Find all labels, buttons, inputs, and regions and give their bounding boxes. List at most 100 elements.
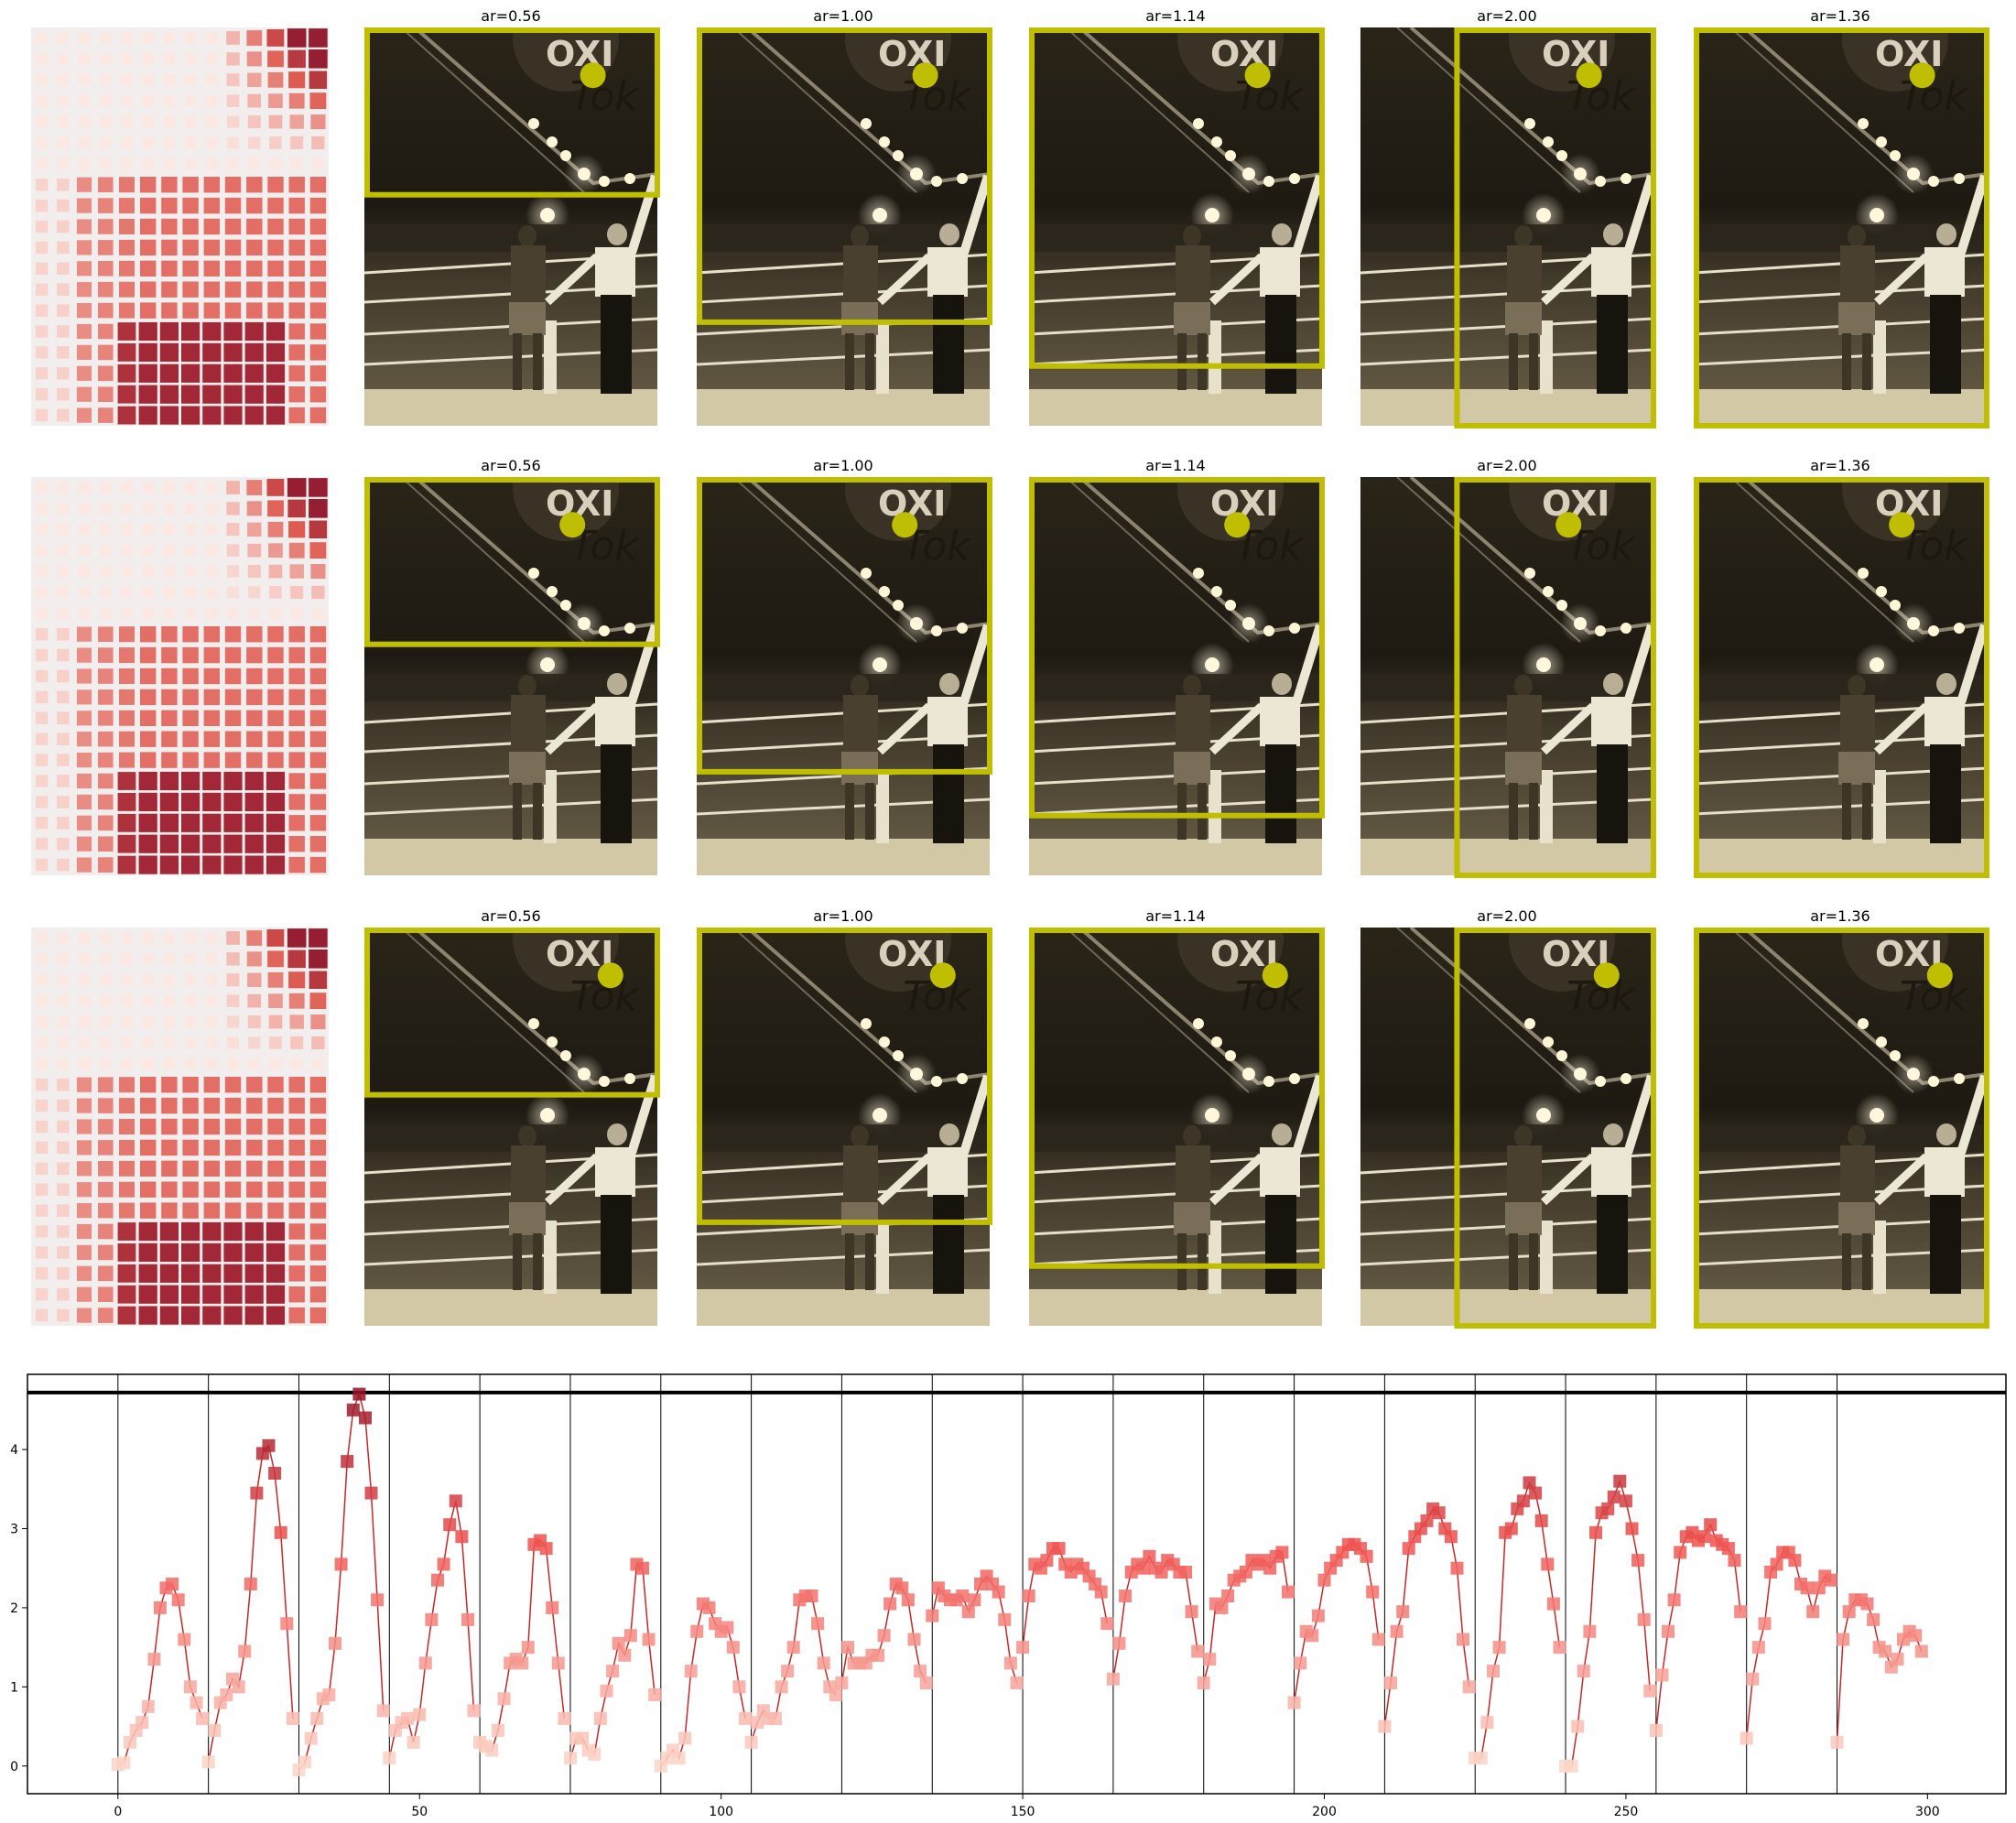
heatmap-cell (287, 949, 306, 969)
heatmap-cell (206, 94, 218, 107)
heatmap-cell (182, 177, 199, 193)
data-point (1800, 1581, 1814, 1595)
heatmap-cell (117, 793, 136, 811)
heatmap-cell (288, 302, 305, 319)
heatmap-cell (290, 1036, 304, 1049)
data-point (418, 1656, 432, 1670)
heatmap-cell (138, 1221, 157, 1242)
heatmap-cell (57, 503, 70, 515)
heatmap-cell (203, 197, 220, 214)
heatmap-cell (203, 1160, 220, 1177)
heatmap-cell (181, 364, 201, 383)
heatmap-cell (35, 283, 49, 296)
heatmap-cell (288, 1118, 305, 1135)
heatmap-cell (76, 836, 92, 852)
heatmap-cell (98, 731, 114, 747)
heatmap-cell (57, 627, 70, 641)
heatmap-cell (76, 753, 92, 768)
heatmap-cell (57, 157, 70, 170)
heatmap-cell (312, 607, 324, 620)
heatmap-cell (309, 260, 327, 277)
panel-title: ar=1.14 (1145, 7, 1205, 25)
heatmap-cell (117, 813, 136, 832)
heatmap-cell (268, 543, 283, 558)
heatmap-cell (224, 752, 242, 768)
heatmap-cell (159, 364, 179, 383)
crop-box (1029, 27, 1325, 369)
heatmap-cell (310, 564, 326, 580)
heatmap-cell (309, 218, 327, 235)
data-point (672, 1752, 686, 1765)
heatmap-cell (78, 1015, 91, 1028)
heatmap-cell (184, 565, 197, 578)
series-segment (1830, 1593, 1928, 1749)
crop-panel: ar=2.00 (1360, 907, 1657, 1329)
heatmap-cell (159, 792, 179, 811)
heatmap-cell (203, 260, 220, 277)
heatmap-cell (121, 115, 133, 128)
heatmap-cell (142, 32, 154, 44)
heatmap-cell (309, 731, 327, 747)
heatmap-cell (36, 607, 48, 620)
heatmap-cell (248, 1058, 261, 1070)
crop-panel: ar=2.00 (1360, 7, 1657, 429)
heatmap-cell (266, 406, 286, 425)
heatmap-cell (57, 1183, 70, 1196)
heatmap-cell (289, 564, 304, 579)
heatmap-cell (161, 1118, 178, 1135)
heatmap-cell (309, 386, 327, 403)
heatmap-cell (203, 1118, 220, 1135)
heatmap-cell (269, 157, 282, 170)
x-tick-label: 200 (1312, 1805, 1337, 1819)
heatmap-cell (57, 669, 70, 683)
heatmap-cell (36, 115, 48, 128)
heatmap-cell (121, 565, 133, 578)
data-point (744, 1735, 758, 1749)
data-point (956, 1590, 970, 1602)
heatmap-cell (223, 1242, 243, 1262)
heatmap-cell (246, 646, 263, 664)
heatmap-cell (161, 197, 178, 214)
data-point (238, 1644, 252, 1658)
heatmap-cell (100, 973, 112, 986)
heatmap-cell (290, 157, 303, 170)
heatmap-cell (182, 1181, 199, 1198)
heatmap-cell (203, 177, 220, 193)
heatmap-cell (246, 501, 262, 516)
data-point (1215, 1601, 1229, 1614)
data-point (576, 1731, 590, 1745)
data-point (178, 1633, 191, 1646)
heatmap-cell (288, 1223, 305, 1240)
heatmap-cell (119, 626, 135, 643)
heatmap-cell (182, 260, 199, 277)
data-point (461, 1612, 474, 1626)
data-point (883, 1597, 897, 1611)
heatmap-cell (289, 1015, 304, 1029)
heatmap-cell (163, 503, 176, 515)
heatmap-cell (138, 321, 157, 342)
heatmap-cell (246, 752, 263, 768)
heatmap-cell (78, 544, 91, 557)
data-point (201, 1755, 215, 1769)
heatmap-cell (224, 689, 242, 706)
heatmap-cell (35, 367, 49, 380)
data-point (539, 1542, 553, 1556)
heatmap-cell (119, 689, 135, 705)
heatmap-cell (224, 260, 242, 277)
heatmap-cell (202, 1242, 222, 1262)
heatmap-cell (159, 385, 179, 404)
heatmap-cell (290, 136, 304, 149)
heatmap-cell (309, 542, 327, 559)
data-point (805, 1590, 818, 1602)
heatmap-cell (287, 28, 307, 48)
data-point (926, 1609, 939, 1622)
heatmap-cell (309, 520, 328, 538)
heatmap-cell (182, 239, 199, 256)
heatmap-cell (244, 406, 264, 425)
heatmap-cell (35, 628, 49, 641)
heatmap-cell (288, 386, 305, 403)
heatmap-cell (309, 1307, 327, 1324)
heatmap-cell (309, 752, 327, 768)
heatmap-cell (35, 262, 49, 275)
crop-box (1029, 928, 1325, 1269)
